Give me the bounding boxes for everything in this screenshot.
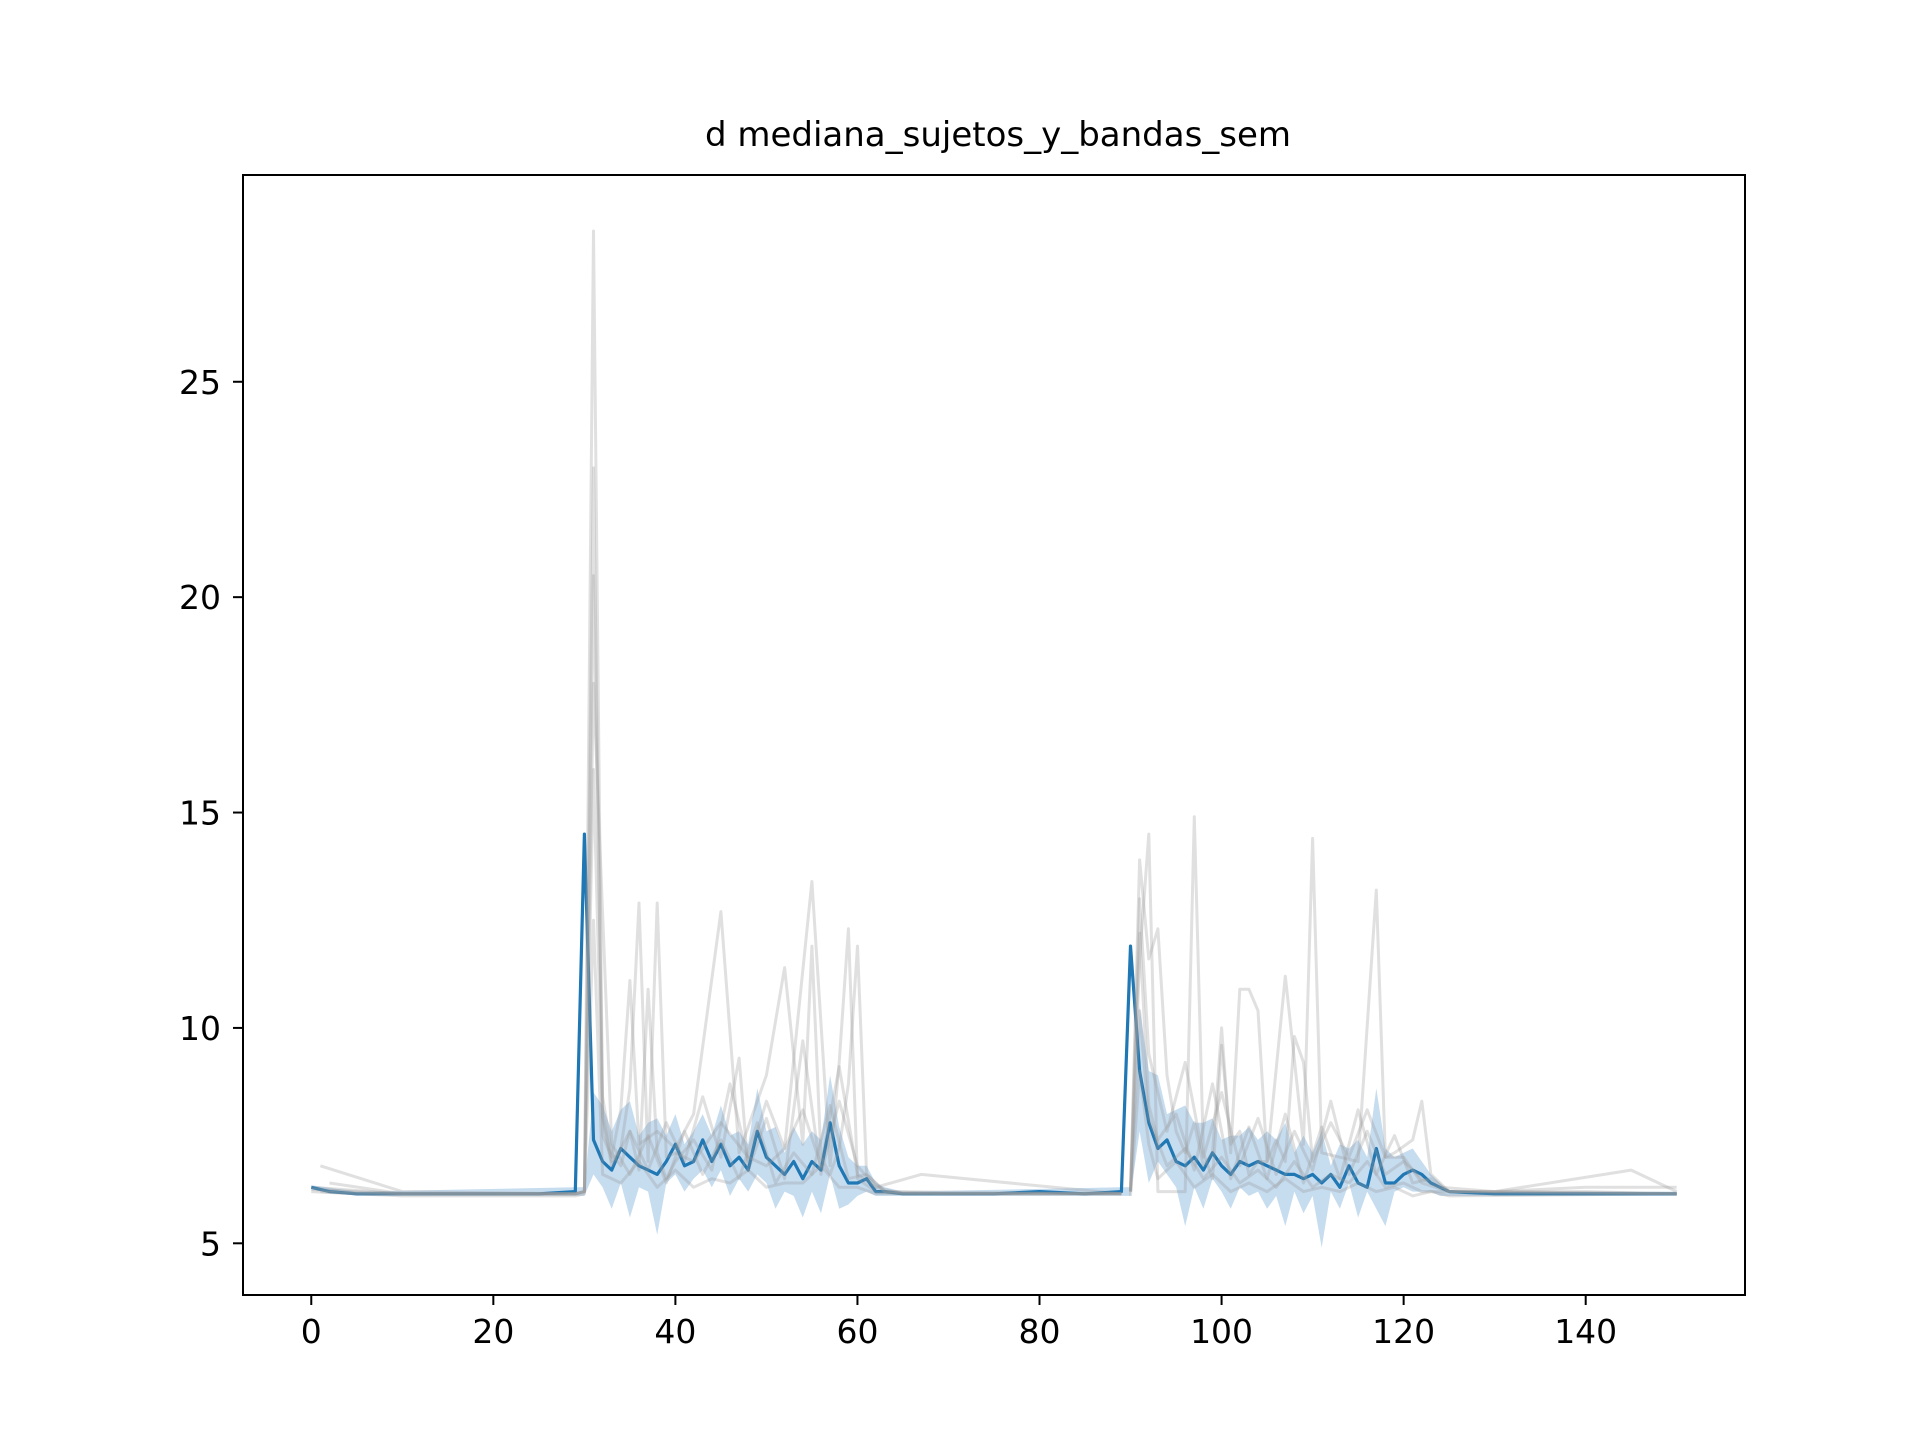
x-tick-label: 20 [472, 1312, 514, 1351]
x-tick-label: 140 [1554, 1312, 1617, 1351]
x-tick-label: 60 [836, 1312, 878, 1351]
chart-title: d mediana_sujetos_y_bandas_sem [705, 115, 1291, 155]
y-tick-label: 5 [200, 1224, 221, 1263]
subject-line-5 [311, 681, 1122, 1196]
y-tick-label: 10 [179, 1009, 221, 1048]
subject-line-10 [1129, 931, 1677, 1196]
subject-lines-layer [311, 229, 1678, 1198]
median-line-layer [310, 832, 1677, 1196]
subject-line-8 [1129, 858, 1677, 1196]
subject-line-7 [1129, 815, 1677, 1194]
axes-layer: 0 20 40 60 80 100 120 140 5 10 15 20 25 [179, 174, 1746, 1351]
subject-line-1 [320, 229, 1122, 1196]
subject-line-6 [311, 918, 1122, 1198]
x-tick-label: 120 [1372, 1312, 1435, 1351]
subject-line-3 [311, 574, 1122, 1196]
y-tick-label: 15 [179, 794, 221, 833]
subject-line-11 [1129, 1009, 1677, 1196]
x-tick-label: 40 [654, 1312, 696, 1351]
x-tick-label: 80 [1019, 1312, 1061, 1351]
median-line [310, 832, 1677, 1196]
y-tick-label: 20 [179, 578, 221, 617]
subject-line-9 [1129, 897, 1678, 1194]
y-tick-label: 25 [179, 363, 221, 402]
x-tick-label: 100 [1190, 1312, 1253, 1351]
sem-band [311, 1006, 1677, 1248]
x-tick-label: 0 [301, 1312, 322, 1351]
plot-frame [242, 174, 1746, 1296]
subject-line-2 [319, 466, 1122, 1196]
subject-line-12 [1129, 1069, 1677, 1198]
sem-band-layer [311, 1006, 1677, 1248]
subject-line-4 [329, 768, 1122, 1196]
